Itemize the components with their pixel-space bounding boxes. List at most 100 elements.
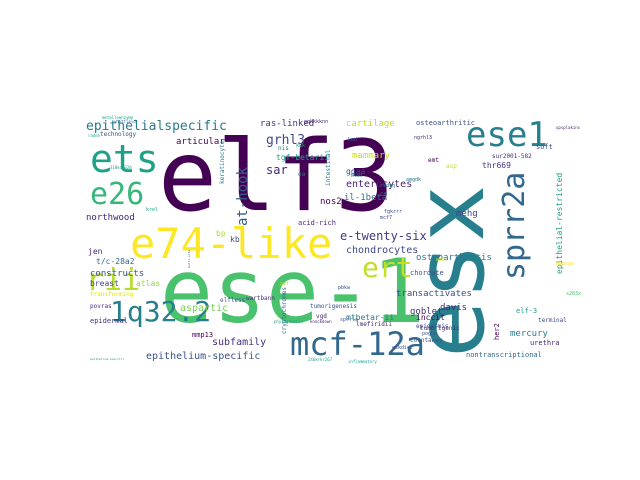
word-transforming: transforming (90, 291, 134, 298)
word-kb: kb (230, 235, 240, 244)
word-oa: oa (298, 171, 306, 178)
word-epithelium-specific: epithelium-specific (146, 351, 261, 362)
word-phylogenetic: phylogenetic (274, 319, 303, 324)
word-nos2: nos2 (320, 197, 342, 207)
word-elfless: elfless (220, 297, 246, 304)
word-atlas: atlas (136, 279, 161, 288)
word-jen: jen (88, 247, 103, 256)
word-fgkrrr: fgkrrr (384, 209, 403, 215)
word-aspartic: aspartic (180, 303, 229, 314)
word-e-twenty-six: e-twenty-six (340, 229, 427, 243)
word-sar: sar (266, 163, 288, 177)
word-1q32-2: 1q32.2 (110, 295, 212, 328)
word-s203x: s203x (566, 291, 582, 297)
word-constructs: constructs (90, 269, 145, 279)
word-nontranscriptional: nontranscriptional (466, 351, 542, 359)
word-318kdk320: 318kdk320 (110, 165, 132, 170)
word-vgd: vgd (316, 313, 327, 320)
word-at-hook: at-hook (235, 166, 251, 226)
word-e74-like: e74-like (130, 219, 333, 268)
word-multi-site: multi-site (187, 249, 191, 268)
word-ggaa: ggaa (346, 167, 366, 176)
word-keratinocyte: keratinocyte (219, 140, 226, 184)
word-ese1: ese1 (466, 115, 548, 155)
word-tumorigenic: tumorigenic (420, 325, 460, 332)
word-countaway: countaway (410, 337, 443, 344)
word-povras: povras (90, 303, 112, 310)
word-grhl3: grhl3 (266, 133, 306, 148)
word-cryptochromes: cryptochromes (281, 287, 288, 334)
word-ert: ert (362, 251, 413, 284)
word-chondrocytes: chondrocytes (346, 245, 419, 256)
word-krel: krel (146, 207, 159, 213)
word-sprr2a: sprr2a (497, 171, 532, 280)
word-lmefiridii: lmefiridii (356, 321, 393, 328)
word-gqkkkknn: gqkkkknn (304, 119, 329, 125)
word-kkk: kkk (296, 143, 306, 149)
word-cloud: elf3 ese-1 esx e74-like ets ese1 mcf-12a… (80, 108, 581, 372)
word-nis: nis (278, 145, 289, 152)
word-sprrla: sprrla (340, 317, 359, 323)
word-emt: emt (428, 157, 439, 164)
word-metalloenzyme: metalloenzyme (102, 115, 134, 120)
word-terminal: terminal (538, 317, 567, 324)
word-mmp13: mmp13 (192, 331, 214, 339)
word-rii: rii (86, 263, 141, 298)
word-inccit: inccit (416, 313, 445, 322)
word-transactivates: transactivates (396, 289, 472, 299)
word-bp: bp (216, 229, 226, 238)
word-osteoarthritis: osteoarthritis (416, 253, 492, 263)
word-pbkw: pbkw (338, 285, 351, 291)
word-osteoarthritic: osteoarthritic (416, 119, 476, 127)
word-epithelialspecific: epithelialspecific (86, 119, 227, 134)
word-246krkr267: 246krkr267 (308, 357, 333, 362)
word-ras-linked: ras-linked (260, 119, 315, 129)
word-soft: soft (536, 143, 553, 151)
word-wr2: wr2 (436, 257, 446, 263)
word-tgf-betarii: tgf-betarii (276, 153, 329, 162)
word-mercury: mercury (510, 329, 548, 339)
word-il-1beta: il-1beta (344, 193, 388, 203)
word-raden: raden (88, 133, 101, 138)
word-eskdiet: eskdiet (392, 345, 414, 351)
word-tumorigenesis: tumorigenesis (310, 303, 357, 310)
word-knockdown: knockdown (310, 319, 332, 324)
word-t-c-28a2: t/c-28a2 (96, 257, 135, 266)
word-inflammatory: inflammatory (348, 359, 377, 364)
word-her2: her2 (493, 323, 501, 340)
word-epithelium-specific-small: epithelium-specific (90, 357, 125, 361)
word-enterocytes: enterocytes (346, 179, 413, 190)
word-whitfield: whitfield (114, 119, 136, 124)
word-subfamily: subfamily (212, 337, 267, 348)
word-mcf7: mcf7 (380, 215, 393, 221)
word-ese-1: ese-1 (160, 240, 425, 343)
word-sur2001-582: sur2001-582 (492, 153, 532, 160)
word-cm: cm (380, 191, 388, 198)
word-elf3: elf3 (158, 120, 395, 234)
word-mcf-12a: mcf-12a (290, 325, 425, 363)
word-mammary: mammary (352, 151, 390, 161)
word-thr669: thr669 (482, 161, 511, 170)
word-upsplakins: upsplakins (556, 125, 581, 130)
word-wartbann: wartbann (246, 295, 275, 302)
word-epidermis: epidermis (416, 323, 449, 330)
word-urethra: urethra (530, 339, 560, 347)
word-tkad: tkad (350, 173, 363, 179)
word-davis: davis (440, 303, 468, 313)
word-breast: breast (90, 279, 119, 288)
word-kad: kad (348, 137, 358, 143)
word-technology: technology (100, 131, 137, 138)
word-northwood: northwood (86, 213, 135, 223)
word-elf-3: elf-3 (516, 307, 538, 315)
word-cartilage: cartilage (346, 119, 395, 129)
word-goblet: goblet (410, 307, 443, 317)
word-amgdk: amgdk (406, 177, 422, 183)
word-epithelial-restricted: epithelial-restricted (555, 172, 564, 274)
word-rsdvq: rsdvq (380, 183, 396, 189)
word-acid-rich: acid-rich (298, 219, 336, 227)
word-pognb: pognb (422, 331, 438, 337)
word-asp: asp (446, 163, 457, 170)
word-pyf: pyf (280, 281, 290, 287)
word-mtbetar-ii: mtbetar-ii (346, 313, 395, 322)
word-ggpkpp: ggpkpp (556, 261, 575, 267)
